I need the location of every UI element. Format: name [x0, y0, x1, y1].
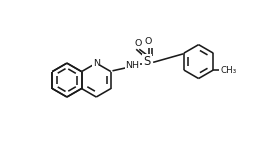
Text: N: N: [93, 59, 100, 68]
Text: CH₃: CH₃: [220, 66, 236, 75]
Text: NH: NH: [125, 61, 140, 70]
Text: O: O: [145, 37, 152, 46]
Text: O: O: [134, 39, 141, 48]
Text: S: S: [143, 55, 150, 68]
